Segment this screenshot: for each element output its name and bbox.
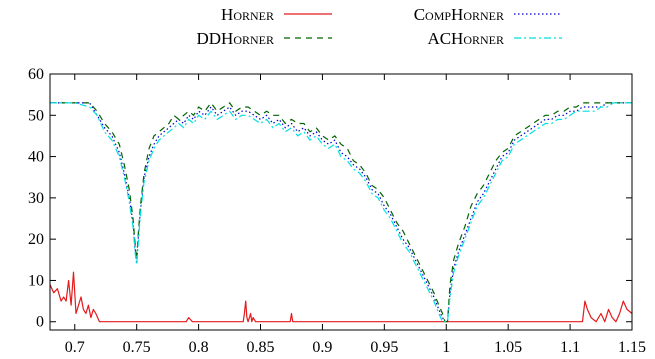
legend: Horner CompHorner DDHorner ACHorner xyxy=(196,5,562,48)
series-layer xyxy=(49,102,633,323)
y-tick-label-40: 40 xyxy=(28,149,44,166)
legend-label-ddhorner: DDHorner xyxy=(196,29,274,48)
x-tick-label-1-1: 1.1 xyxy=(560,339,580,356)
x-tick-label-0-75: 0.75 xyxy=(123,339,151,356)
y-tick-label-50: 50 xyxy=(28,107,44,124)
x-tick-label-0-95: 0.95 xyxy=(370,339,398,356)
series-line-comphorner xyxy=(50,102,632,323)
y-tick-label-10: 10 xyxy=(28,272,44,289)
y-tick-label-20: 20 xyxy=(28,231,44,248)
x-tick-label-0-85: 0.85 xyxy=(247,339,275,356)
y-tick-label-0: 0 xyxy=(36,314,44,331)
legend-label-achorner: ACHorner xyxy=(427,29,504,48)
legend-label-horner: Horner xyxy=(221,5,274,24)
legend-label-comphorner: CompHorner xyxy=(414,5,504,24)
x-tick-label-0-7: 0.7 xyxy=(65,339,85,356)
y-axis: 0 10 20 30 40 50 60 xyxy=(28,66,632,331)
y-tick-label-30: 30 xyxy=(28,190,44,207)
plot-frame xyxy=(49,73,633,331)
x-tick-label-1: 1 xyxy=(442,339,450,356)
x-tick-label-0-8: 0.8 xyxy=(189,339,209,356)
x-tick-label-1-05: 1.05 xyxy=(494,339,522,356)
series-line-horner xyxy=(49,271,633,323)
x-tick-label-0-9: 0.9 xyxy=(312,339,332,356)
x-tick-label-1-15: 1.15 xyxy=(618,339,646,356)
series-line-ddhorner xyxy=(50,102,632,323)
x-axis: 0.7 0.75 0.8 0.85 0.9 0.95 1 1.05 1.1 1.15 xyxy=(65,74,646,356)
series-line-achorner xyxy=(50,102,632,323)
y-tick-label-60: 60 xyxy=(28,66,44,83)
